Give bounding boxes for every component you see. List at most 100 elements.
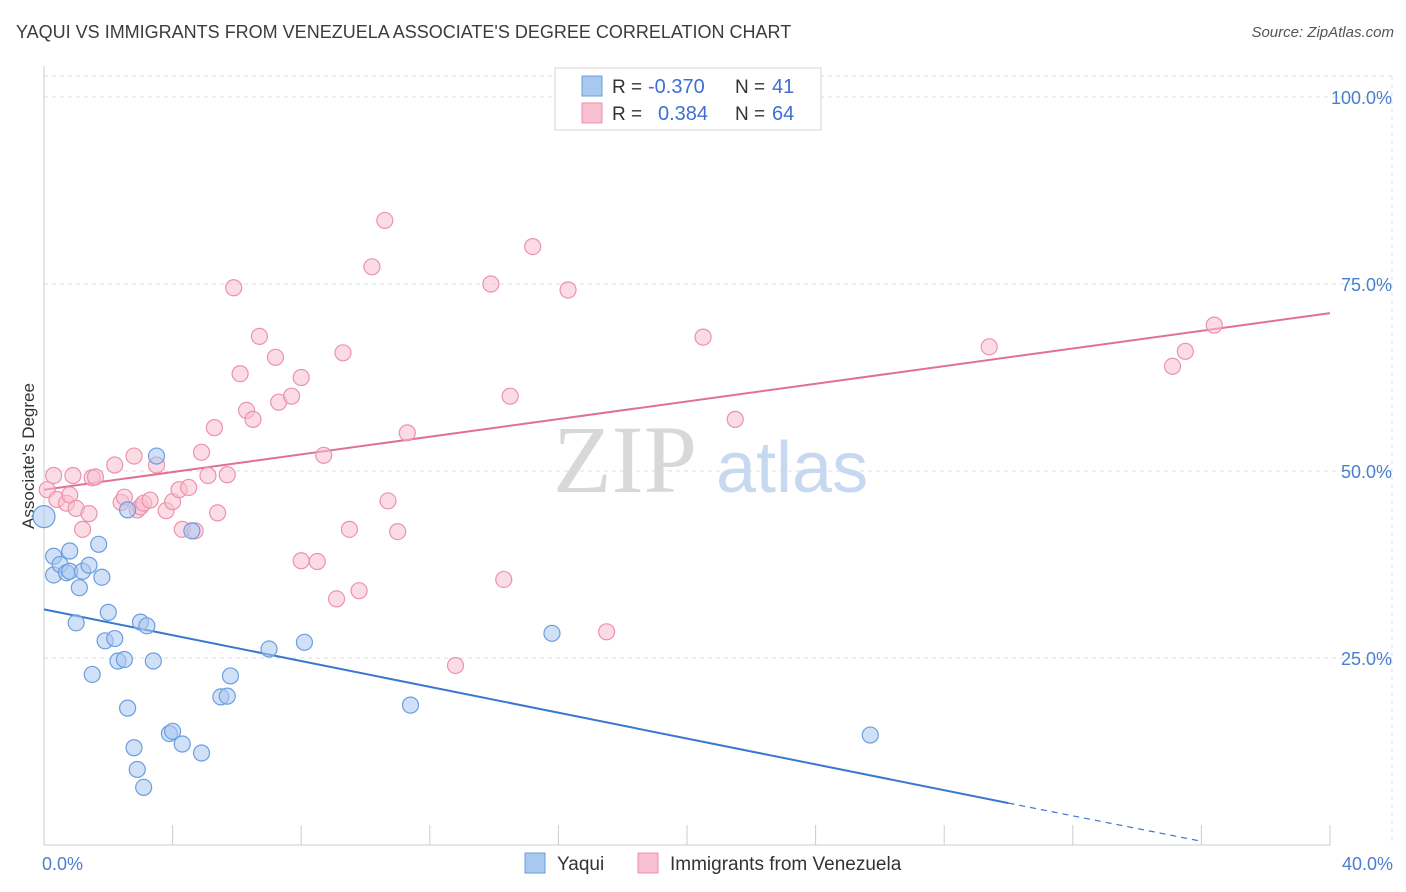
- trend-lines: [43, 312, 1331, 842]
- point-venezuela: [501, 387, 519, 405]
- point-venezuela: [218, 466, 236, 484]
- point-venezuela: [1205, 316, 1223, 334]
- y-tick-label: 100.0%: [1331, 88, 1392, 108]
- point-yaqui: [218, 687, 236, 705]
- point-venezuela: [244, 410, 262, 428]
- point-venezuela: [495, 570, 513, 589]
- point-venezuela: [598, 623, 616, 641]
- stats-r-label-venezuela: R =: [612, 104, 642, 125]
- chart-title: YAQUI VS IMMIGRANTS FROM VENEZUELA ASSOC…: [16, 22, 792, 42]
- point-venezuela: [379, 492, 397, 510]
- point-venezuela: [376, 211, 394, 230]
- point-venezuela: [106, 456, 124, 474]
- point-yaqui: [295, 633, 314, 651]
- point-yaqui: [260, 640, 278, 658]
- tick-labels: 25.0% 50.0% 75.0% 100.0% 0.0% 40.0%: [42, 88, 1393, 874]
- point-venezuela: [125, 447, 143, 465]
- trend-line-yaqui-extension: [1008, 802, 1202, 842]
- point-yaqui: [80, 556, 98, 574]
- point-venezuela: [225, 279, 243, 297]
- point-venezuela: [980, 338, 998, 356]
- point-yaqui: [164, 722, 182, 740]
- point-venezuela: [80, 505, 98, 523]
- point-yaqui: [401, 696, 420, 714]
- point-venezuela: [726, 410, 744, 428]
- point-yaqui: [192, 744, 211, 762]
- chart-source: Source: ZipAtlas.com: [1251, 24, 1394, 41]
- point-venezuela: [334, 344, 352, 362]
- stats-r-label-yaqui: R =: [612, 77, 642, 98]
- point-yaqui: [125, 739, 143, 757]
- point-venezuela: [86, 468, 105, 486]
- point-yaqui: [90, 535, 108, 553]
- point-yaqui: [115, 650, 133, 669]
- point-venezuela: [327, 590, 346, 608]
- point-venezuela: [282, 387, 301, 405]
- point-yaqui: [70, 579, 88, 597]
- point-yaqui: [67, 614, 85, 632]
- point-yaqui: [135, 778, 153, 797]
- point-venezuela: [45, 466, 63, 485]
- point-yaqui: [118, 699, 137, 717]
- point-yaqui: [861, 726, 879, 744]
- point-yaqui: [83, 665, 101, 684]
- x-tick-label-min: 0.0%: [42, 854, 83, 874]
- stats-n-value-yaqui: 41: [772, 76, 794, 98]
- legend-label-yaqui: Yaqui: [557, 854, 604, 875]
- point-venezuela: [308, 552, 326, 571]
- point-venezuela: [209, 504, 227, 522]
- stats-legend: R = -0.370 N = 41 R = 0.384 N = 64: [554, 67, 822, 131]
- trend-line-venezuela: [43, 312, 1331, 491]
- point-venezuela: [389, 522, 407, 541]
- point-venezuela: [266, 348, 285, 366]
- point-venezuela: [340, 520, 359, 538]
- trend-line-yaqui: [43, 608, 1009, 805]
- point-venezuela: [199, 466, 217, 485]
- point-venezuela: [482, 275, 500, 293]
- grid-lines: [44, 75, 1393, 845]
- point-venezuela: [1176, 342, 1194, 360]
- point-yaqui: [106, 629, 124, 648]
- point-yaqui: [99, 603, 117, 621]
- point-venezuela: [141, 491, 159, 509]
- point-yaqui: [32, 505, 56, 529]
- point-venezuela: [350, 582, 368, 600]
- y-axis-title: Associate's Degree: [19, 383, 38, 529]
- watermark-zip: ZIP: [553, 406, 697, 513]
- point-yaqui: [128, 760, 146, 779]
- point-yaqui: [543, 624, 561, 642]
- legend-swatch-venezuela: [637, 852, 659, 874]
- point-yaqui: [118, 501, 137, 519]
- stats-swatch-venezuela: [581, 102, 603, 124]
- point-yaqui: [221, 667, 240, 685]
- point-venezuela: [231, 365, 249, 383]
- watermark: ZIP atlas: [553, 406, 868, 513]
- point-venezuela: [1163, 357, 1182, 375]
- point-venezuela: [559, 281, 577, 299]
- stats-r-value-venezuela: 0.384: [658, 103, 708, 125]
- point-venezuela: [446, 656, 465, 675]
- stats-n-value-venezuela: 64: [772, 103, 794, 125]
- point-venezuela: [694, 328, 712, 346]
- y-tick-label: 50.0%: [1341, 462, 1392, 482]
- point-yaqui: [147, 447, 166, 465]
- stats-n-label-venezuela: N =: [735, 104, 765, 125]
- point-yaqui: [93, 568, 111, 586]
- stats-n-label-yaqui: N =: [735, 77, 765, 98]
- watermark-atlas: atlas: [716, 428, 868, 508]
- legend-swatch-yaqui: [524, 852, 546, 874]
- y-tick-label: 25.0%: [1341, 649, 1392, 669]
- stats-swatch-yaqui: [581, 75, 603, 97]
- data-points: [32, 211, 1223, 797]
- series-legend: Yaqui Immigrants from Venezuela: [524, 852, 902, 875]
- point-venezuela: [205, 419, 223, 437]
- legend-label-venezuela: Immigrants from Venezuela: [670, 854, 902, 875]
- point-venezuela: [192, 443, 211, 461]
- point-yaqui: [173, 735, 191, 753]
- point-venezuela: [250, 327, 269, 345]
- point-venezuela: [315, 446, 333, 464]
- point-yaqui: [144, 652, 162, 670]
- point-venezuela: [64, 466, 82, 485]
- point-venezuela: [398, 424, 416, 442]
